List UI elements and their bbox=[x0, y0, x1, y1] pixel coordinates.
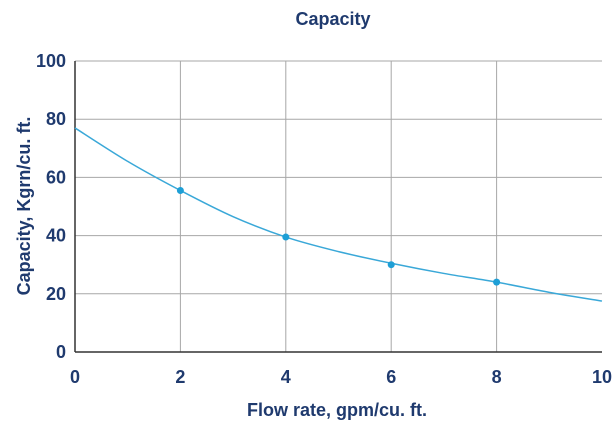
x-tick-label: 6 bbox=[386, 367, 396, 387]
x-tick-label: 2 bbox=[175, 367, 185, 387]
x-tick-label: 4 bbox=[281, 367, 291, 387]
y-tick-label: 100 bbox=[36, 51, 66, 71]
y-tick-label: 80 bbox=[46, 109, 66, 129]
series-line bbox=[74, 127, 603, 302]
grid-lines bbox=[75, 60, 602, 352]
y-tick-labels: 0 20 40 60 80 100 bbox=[36, 51, 66, 362]
x-tick-label: 0 bbox=[70, 367, 80, 387]
data-point bbox=[493, 278, 501, 286]
y-tick-label: 0 bbox=[56, 342, 66, 362]
y-tick-label: 40 bbox=[46, 226, 66, 246]
x-tick-labels: 0 2 4 6 8 10 bbox=[70, 367, 612, 387]
axes bbox=[74, 61, 602, 353]
x-tick-label: 10 bbox=[592, 367, 612, 387]
y-tick-label: 60 bbox=[46, 167, 66, 187]
chart-title: Capacity bbox=[295, 9, 370, 29]
x-axis-label: Flow rate, gpm/cu. ft. bbox=[247, 400, 427, 420]
data-series bbox=[74, 127, 603, 302]
data-point bbox=[176, 186, 184, 194]
data-point bbox=[282, 233, 290, 241]
x-tick-label: 8 bbox=[492, 367, 502, 387]
y-tick-label: 20 bbox=[46, 284, 66, 304]
y-axis-label: Capacity, Kgrn/cu. ft. bbox=[14, 117, 34, 296]
data-point bbox=[387, 261, 395, 269]
